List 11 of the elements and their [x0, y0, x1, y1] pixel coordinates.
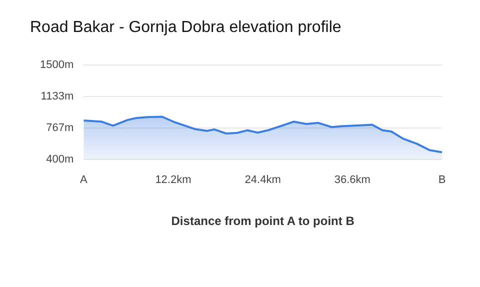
x-axis-title: Distance from point A to point B	[171, 214, 355, 228]
y-tick-label: 1500m	[40, 59, 74, 72]
x-tick-label: B	[438, 174, 446, 186]
x-tick-label: 12.2km	[155, 174, 192, 186]
x-tick-label: A	[80, 174, 88, 186]
y-tick-label: 400m	[46, 153, 74, 166]
y-tick-label: 767m	[46, 122, 74, 134]
x-tick-label: 24.4km	[244, 174, 281, 186]
chart-title: Road Bakar - Gornja Dobra elevation profile	[30, 19, 342, 36]
y-tick-label: 1133m	[40, 90, 74, 103]
x-tick-label: 36.6km	[334, 174, 370, 186]
